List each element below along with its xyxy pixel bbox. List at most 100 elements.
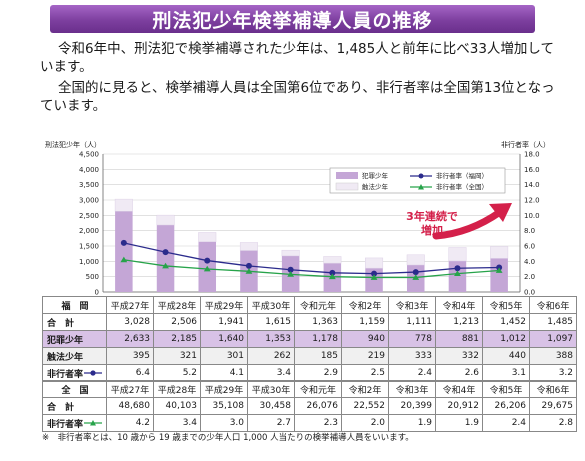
legend-label: 非行者率（福岡）	[436, 171, 488, 180]
y-tick-label: 3,000	[79, 197, 99, 205]
year-header: 平成29年	[200, 296, 249, 314]
y2-tick-label: 6.0	[524, 243, 535, 251]
table-cell: 2.8	[529, 414, 578, 432]
bar-law	[406, 254, 425, 266]
table-cell: 2.7	[247, 414, 296, 432]
table-cell: 1,941	[200, 313, 249, 331]
y-tick-label: 2,500	[79, 212, 99, 220]
year-header: 令和元年	[294, 380, 343, 398]
table-cell: 1,213	[435, 313, 484, 331]
row-label: 犯罪少年	[41, 330, 108, 348]
table-cell: 881	[435, 330, 484, 348]
rate-national-point	[162, 262, 169, 269]
rate-national-point	[203, 265, 211, 272]
rate-national-point	[495, 267, 503, 273]
year-header: 令和元年	[294, 296, 343, 314]
table-cell: 3.4	[153, 414, 202, 432]
rate-national-point	[412, 274, 420, 280]
table-cell: 2.9	[294, 364, 343, 382]
table-cell: 20,399	[388, 397, 437, 415]
table-cell: 1,485	[529, 313, 578, 331]
table-cell: 321	[153, 347, 202, 365]
year-header: 令和3年	[388, 296, 437, 314]
rate-fukuoka-point	[454, 265, 461, 272]
region-label: 全 国	[41, 380, 108, 398]
table-cell: 395	[106, 347, 155, 365]
footnote: ※ 非行者率とは、10 歳から 19 歳までの少年人口 1,000 人当たりの検…	[42, 433, 414, 443]
annotation-text: 増加	[421, 223, 443, 237]
y-tick-label: 1,000	[79, 258, 99, 266]
bar-law	[281, 249, 300, 257]
year-header: 平成29年	[200, 380, 249, 398]
legend-label: 非行者率（全国）	[436, 182, 488, 191]
fukuoka-rate-row: 非行者率 6.4 5.2 4.1 3.4 2.9 2.5 2.4 2.6 3.1 3.2	[41, 364, 578, 382]
summary-paragraph-2: 全国的に見ると、検挙補導人員は全国第6位であり、非行者率は全国第13位となってい…	[40, 80, 555, 114]
year-header: 平成30年	[247, 380, 296, 398]
table-cell: 22,552	[341, 397, 390, 415]
table-cell: 2.4	[388, 364, 437, 382]
y2-axis-title: 非行者率（人）	[501, 140, 550, 149]
y-tick-label: 4,500	[79, 151, 99, 159]
table-cell: 333	[388, 347, 437, 365]
table-cell: 1,640	[200, 330, 249, 348]
row-label: 合 計	[41, 313, 108, 331]
increase-arrowhead	[489, 203, 512, 222]
table-cell: 30,458	[247, 397, 296, 415]
bar-law	[448, 247, 467, 262]
table-cell: 1,353	[247, 330, 296, 348]
table-cell: 29,675	[529, 397, 578, 415]
rate-fukuoka-point	[162, 249, 169, 256]
y2-tick-label: 4.0	[524, 258, 535, 266]
table-cell: 2,185	[153, 330, 202, 348]
rate-fukuoka-legend-icon	[83, 369, 103, 380]
y-tick-label: 0	[95, 289, 99, 297]
table-cell: 778	[388, 330, 437, 348]
year-header: 令和2年	[341, 380, 390, 398]
national-rate-row: 非行者率 4.2 3.4 3.0 2.7 2.3 2.0 1.9 1.9 2.4 2.8	[41, 414, 578, 432]
national-table: 全 国平成27年 平成28年 平成29年 平成30年 令和元年 令和2年 令和3年 令和4年令…	[41, 380, 578, 432]
table-cell: 2.0	[341, 414, 390, 432]
year-header: 令和4年	[435, 296, 484, 314]
bar-line-chart: 刑法犯少年（人） 非行者率（人） 0 0.0 500 2.0 1,000 4.0 1,500 6.…	[45, 140, 550, 297]
year-header: 平成30年	[247, 296, 296, 314]
table-cell: 1,615	[247, 313, 296, 331]
table-cell: 3,028	[106, 313, 155, 331]
summary-paragraph-1: 令和6年中、刑法犯で検挙補導された少年は、1,485人と前年に比べ33人増加して…	[40, 41, 555, 75]
year-header: 令和2年	[341, 296, 390, 314]
rate-national-point	[328, 273, 336, 280]
table-cell: 440	[482, 347, 531, 365]
bar-law	[198, 232, 217, 242]
rate-national-point	[120, 256, 128, 263]
year-header: 令和6年	[529, 296, 578, 314]
bar-crime	[490, 258, 508, 292]
bar-crime	[115, 211, 133, 292]
table-cell: 3.1	[482, 364, 531, 382]
y-axis-title: 刑法犯少年（人）	[45, 140, 101, 149]
table-cell: 3.4	[247, 364, 296, 382]
legend-swatch-law	[335, 182, 359, 191]
y-tick-label: 3,500	[79, 181, 99, 189]
y2-tick-label: 0.0	[524, 289, 535, 297]
rate-fukuoka-point	[329, 269, 336, 276]
bar-crime	[156, 224, 175, 292]
region-label: 福 岡	[41, 296, 108, 314]
legend-swatch-crime	[336, 172, 358, 179]
table-cell: 940	[341, 330, 390, 348]
rate-fukuoka-point	[120, 239, 127, 246]
table-cell: 1,178	[294, 330, 343, 348]
year-header: 平成28年	[153, 380, 202, 398]
increase-arrow	[432, 208, 504, 240]
bar-law	[490, 246, 509, 259]
table-cell: 4.1	[200, 364, 249, 382]
y-tick-label: 1,500	[79, 243, 99, 251]
y-tick-label: 500	[86, 273, 99, 281]
table-cell: 1.9	[388, 414, 437, 432]
table-cell: 6.4	[106, 364, 155, 382]
table-cell: 185	[294, 347, 343, 365]
rate-fukuoka-line	[123, 242, 500, 275]
y2-tick-label: 18.0	[524, 151, 540, 159]
annotation-text: 3年連続で	[406, 209, 458, 223]
row-label: 合 計	[41, 397, 108, 415]
y2-tick-label: 2.0	[524, 273, 535, 281]
table-cell: 388	[529, 347, 578, 365]
